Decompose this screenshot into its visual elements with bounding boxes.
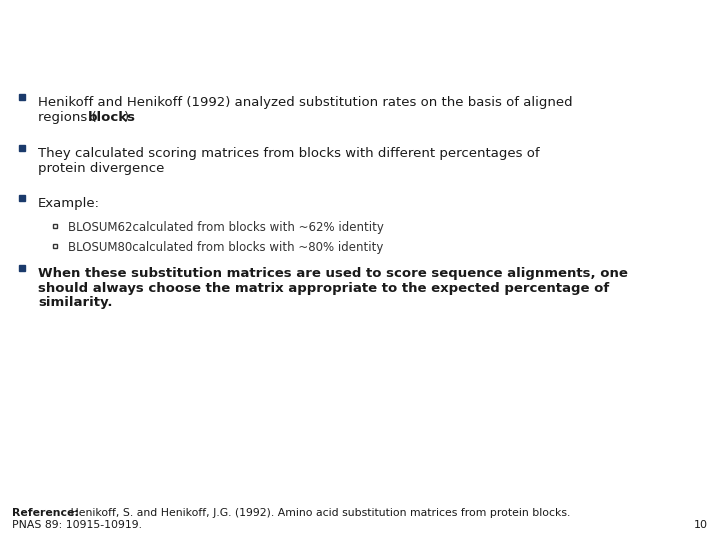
Text: Henikoff and Henikoff (1992) analyzed substitution rates on the basis of aligned: Henikoff and Henikoff (1992) analyzed su… [38, 97, 572, 110]
Text: PNAS 89: 10915-10919.: PNAS 89: 10915-10919. [12, 520, 142, 530]
Text: BLOSUM80calculated from blocks with ~80% identity: BLOSUM80calculated from blocks with ~80%… [68, 241, 383, 254]
Text: BLOSUM scoring matrices: BLOSUM scoring matrices [13, 20, 264, 39]
Text: blocks: blocks [88, 111, 136, 124]
Text: BLOSUM62calculated from blocks with ~62% identity: BLOSUM62calculated from blocks with ~62%… [68, 221, 384, 234]
Text: ): ) [124, 111, 129, 124]
Text: They calculated scoring matrices from blocks with different percentages of: They calculated scoring matrices from bl… [38, 146, 539, 159]
Text: should always choose the matrix appropriate to the expected percentage of: should always choose the matrix appropri… [38, 282, 609, 295]
Text: Reference:: Reference: [12, 508, 79, 518]
Text: When these substitution matrices are used to score sequence alignments, one: When these substitution matrices are use… [38, 267, 628, 280]
Text: Example:: Example: [38, 197, 100, 210]
Text: regions (: regions ( [38, 111, 96, 124]
Text: 10: 10 [694, 520, 708, 530]
Text: similarity.: similarity. [38, 296, 112, 309]
Text: Henikoff, S. and Henikoff, J.G. (1992). Amino acid substitution matrices from pr: Henikoff, S. and Henikoff, J.G. (1992). … [67, 508, 570, 518]
Text: protein divergence: protein divergence [38, 161, 164, 174]
